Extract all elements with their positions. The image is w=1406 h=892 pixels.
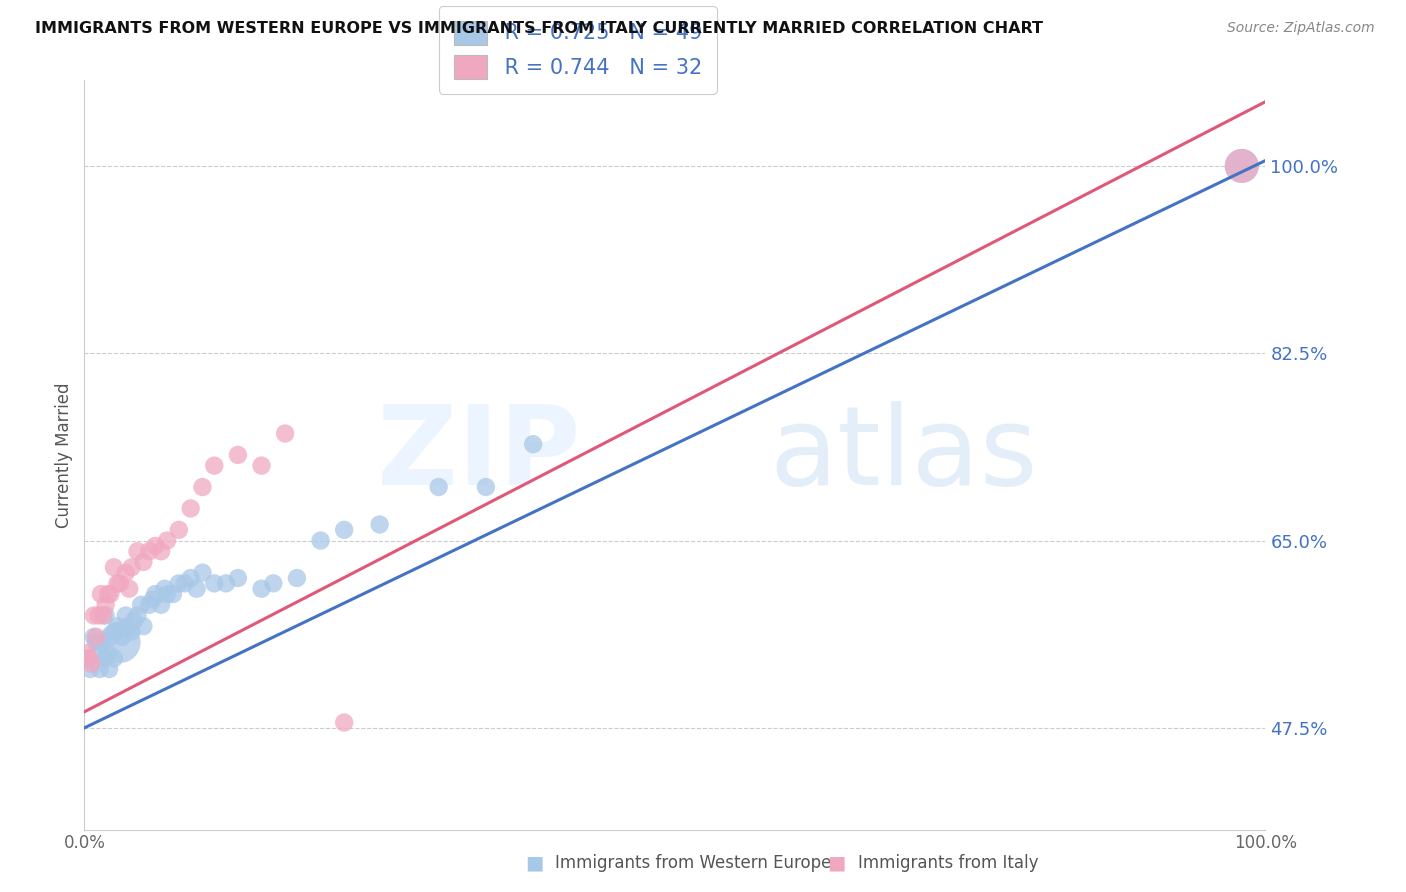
- Point: [76, 646, 98, 660]
- Point: [98, 630, 121, 644]
- Point: [156, 587, 179, 601]
- Text: Immigrants from Italy: Immigrants from Italy: [858, 855, 1038, 872]
- Text: Source: ZipAtlas.com: Source: ZipAtlas.com: [1227, 21, 1375, 36]
- Point: [89, 662, 111, 676]
- Point: [1230, 159, 1253, 173]
- Point: [108, 576, 131, 591]
- Point: [1230, 159, 1253, 173]
- Point: [77, 651, 100, 665]
- Point: [94, 598, 117, 612]
- Text: atlas: atlas: [769, 401, 1038, 508]
- Point: [121, 560, 143, 574]
- Text: ■: ■: [827, 854, 846, 872]
- Point: [114, 566, 136, 580]
- Point: [132, 619, 155, 633]
- Point: [111, 630, 134, 644]
- Point: [143, 587, 166, 601]
- Point: [153, 582, 176, 596]
- Point: [117, 619, 139, 633]
- Point: [107, 619, 129, 633]
- Point: [97, 587, 120, 601]
- Point: [285, 571, 308, 585]
- Point: [333, 523, 356, 537]
- Point: [108, 635, 131, 649]
- Point: [84, 635, 107, 649]
- Point: [103, 651, 125, 665]
- Point: [80, 657, 103, 671]
- Point: [90, 587, 112, 601]
- Text: ZIP: ZIP: [377, 401, 581, 508]
- Point: [138, 598, 160, 612]
- Text: ■: ■: [524, 854, 544, 872]
- Point: [333, 715, 356, 730]
- Point: [226, 571, 249, 585]
- Point: [191, 480, 214, 494]
- Point: [142, 592, 165, 607]
- Point: [83, 630, 105, 644]
- Point: [98, 587, 121, 601]
- Point: [87, 608, 110, 623]
- Point: [150, 544, 173, 558]
- Point: [77, 651, 100, 665]
- Point: [127, 608, 149, 623]
- Point: [180, 571, 202, 585]
- Point: [150, 598, 173, 612]
- Point: [262, 576, 284, 591]
- Point: [84, 630, 107, 644]
- Point: [104, 624, 127, 639]
- Point: [114, 608, 136, 623]
- Point: [180, 501, 202, 516]
- Point: [427, 480, 450, 494]
- Point: [91, 635, 114, 649]
- Point: [162, 587, 184, 601]
- Point: [309, 533, 332, 548]
- Point: [274, 426, 297, 441]
- Text: Immigrants from Western Europe: Immigrants from Western Europe: [555, 855, 832, 872]
- Point: [202, 576, 225, 591]
- Point: [186, 582, 208, 596]
- Point: [215, 576, 238, 591]
- Point: [191, 566, 214, 580]
- Point: [143, 539, 166, 553]
- Point: [127, 544, 149, 558]
- Point: [94, 608, 117, 623]
- Point: [167, 523, 190, 537]
- Point: [98, 662, 121, 676]
- Point: [93, 651, 115, 665]
- Point: [226, 448, 249, 462]
- Point: [91, 608, 114, 623]
- Text: IMMIGRANTS FROM WESTERN EUROPE VS IMMIGRANTS FROM ITALY CURRENTLY MARRIED CORREL: IMMIGRANTS FROM WESTERN EUROPE VS IMMIGR…: [35, 21, 1043, 37]
- Point: [87, 646, 110, 660]
- Point: [475, 480, 498, 494]
- Point: [173, 576, 195, 591]
- Point: [202, 458, 225, 473]
- Point: [129, 598, 152, 612]
- Legend:  R = 0.725   N = 49,  R = 0.744   N = 32: R = 0.725 N = 49, R = 0.744 N = 32: [439, 6, 717, 94]
- Point: [156, 533, 179, 548]
- Point: [122, 614, 145, 628]
- Point: [103, 560, 125, 574]
- Y-axis label: Currently Married: Currently Married: [55, 382, 73, 528]
- Point: [167, 576, 190, 591]
- Point: [250, 582, 273, 596]
- Point: [132, 555, 155, 569]
- Point: [79, 662, 101, 676]
- Point: [121, 624, 143, 639]
- Point: [138, 544, 160, 558]
- Point: [107, 576, 129, 591]
- Point: [118, 582, 141, 596]
- Point: [83, 608, 105, 623]
- Point: [522, 437, 544, 451]
- Point: [368, 517, 391, 532]
- Point: [250, 458, 273, 473]
- Point: [97, 646, 120, 660]
